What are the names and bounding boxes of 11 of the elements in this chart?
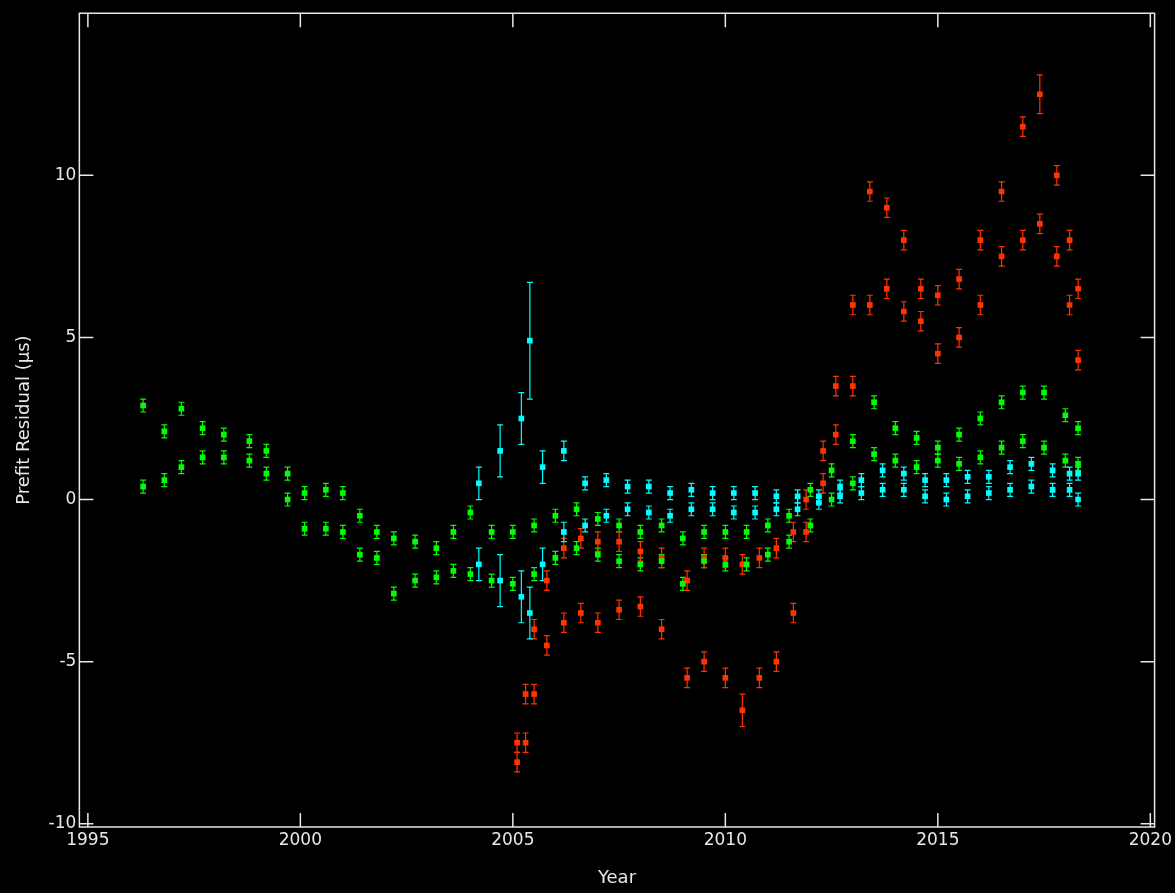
y-axis-title: Prefit Residual (μs) [12,335,34,505]
y-tick-label: -5 [59,650,77,671]
x-tick-label: 2020 [1128,828,1172,849]
y-tick-label: 10 [54,163,77,184]
x-tick-label: 2015 [916,828,960,849]
x-axis-title: Year [596,865,637,887]
x-tick-label: 2010 [703,828,747,849]
x-tick-label: 2005 [491,828,535,849]
y-tick-label: 0 [65,487,77,508]
x-tick-label: 2000 [278,828,322,849]
y-tick-label: 5 [65,325,77,346]
